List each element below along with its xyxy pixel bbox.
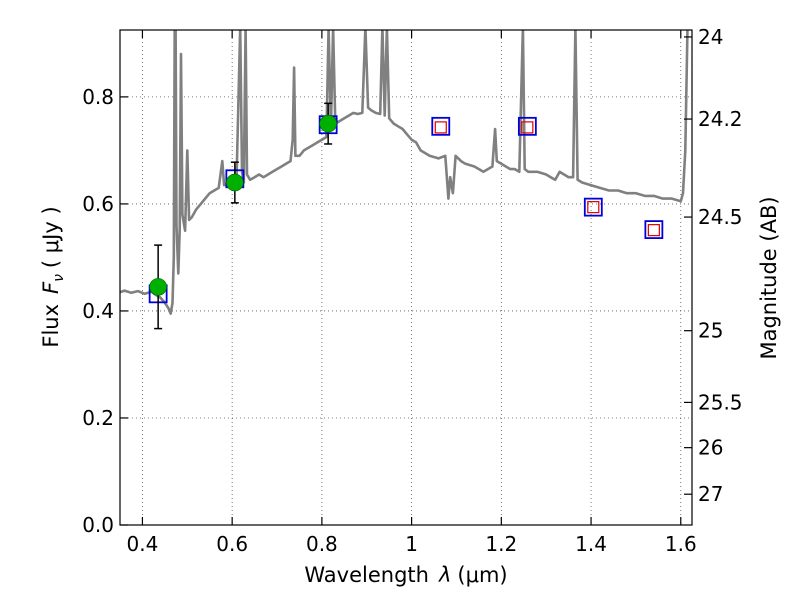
x-tick-label: 1 (405, 532, 418, 556)
observed-point (319, 114, 337, 133)
x-tick-label: 1.2 (485, 532, 517, 556)
observed-point (226, 173, 244, 192)
y2-tick-label: 25.5 (698, 390, 743, 414)
model-point (583, 197, 603, 217)
plot-frame (119, 29, 693, 526)
y-tick-label: 0.8 (82, 85, 114, 109)
predicted-point (647, 224, 660, 237)
x-tick-label: 0.4 (127, 532, 159, 556)
y2-tick-label: 24 (698, 25, 723, 49)
observed-point (149, 278, 167, 296)
y-tick-label: 0.6 (82, 192, 114, 216)
y2-tick-label: 25 (698, 319, 723, 343)
predicted-point (587, 201, 600, 214)
y2-tick-label: 24.5 (698, 205, 743, 229)
markers (148, 102, 664, 330)
y-axis-label: FluxFν( μJy ) (39, 206, 67, 347)
y-tick-label: 0.4 (82, 299, 114, 323)
grid (120, 30, 692, 526)
y2-tick-label: 27 (698, 482, 723, 506)
model-point (517, 116, 537, 136)
y-tick-label: 0.0 (82, 513, 114, 537)
predicted-point (521, 121, 534, 134)
model-point (644, 220, 664, 240)
x-tick-label: 1.4 (575, 532, 607, 556)
x-tick-label: 1.6 (665, 532, 697, 556)
predicted-point (434, 121, 447, 134)
y2-tick-label: 26 (698, 436, 723, 460)
y-tick-label: 0.2 (82, 406, 114, 430)
x-axis-label: Wavelength λ (μm) (304, 563, 507, 587)
sed-spectrum-line (120, 30, 689, 315)
y2-axis-label: Magnitude (AB) (757, 196, 781, 359)
model-point (431, 116, 451, 136)
y2-tick-label: 24.2 (698, 107, 743, 131)
x-tick-label: 0.8 (306, 532, 338, 556)
ticks: 0.4 0.6 0.8 1 1.2 1.4 1.6 0.0 0.2 0.4 0.6 0.8 24 24.2… (82, 25, 742, 556)
x-tick-label: 0.6 (216, 532, 248, 556)
